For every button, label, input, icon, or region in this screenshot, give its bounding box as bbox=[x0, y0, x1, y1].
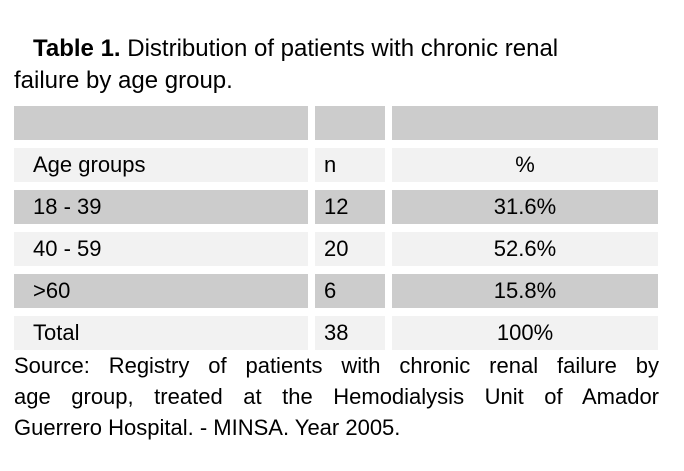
table-caption-line2: failure by age group. bbox=[14, 67, 233, 94]
table-cell-n: 12 bbox=[315, 190, 385, 224]
table-caption-text: Distribution of patients with chronic re… bbox=[127, 35, 559, 62]
data-table: Age groups n % 18 - 39 12 31.6% 40 - 59 … bbox=[14, 106, 658, 350]
spacer-cell bbox=[315, 106, 385, 140]
table-cell-n: 6 bbox=[315, 274, 385, 308]
table-cell-total-label: Total bbox=[14, 316, 308, 350]
source-note: Source: Registry of patients with chroni… bbox=[14, 350, 659, 443]
table-cell-age: 18 - 39 bbox=[14, 190, 308, 224]
table-caption-line1: Table 1. Distribution of patients with c… bbox=[14, 33, 676, 65]
column-header-percent: % bbox=[392, 148, 658, 182]
column-header-age-groups: Age groups bbox=[14, 148, 308, 182]
spacer-cell bbox=[14, 106, 308, 140]
table-cell-percent: 52.6% bbox=[392, 232, 658, 266]
table-cell-percent: 15.8% bbox=[392, 274, 658, 308]
source-note-line2: age group, treated at the Hemodialysis U… bbox=[14, 384, 659, 409]
table-cell-n: 20 bbox=[315, 232, 385, 266]
table-number: Table 1. bbox=[33, 35, 121, 62]
table-cell-age: 40 - 59 bbox=[14, 232, 308, 266]
column-header-n: n bbox=[315, 148, 385, 182]
table-cell-total-percent: 100% bbox=[392, 316, 658, 350]
spacer-cell bbox=[392, 106, 658, 140]
table-cell-total-n: 38 bbox=[315, 316, 385, 350]
source-note-line3: Guerrero Hospital. - MINSA. Year 2005. bbox=[14, 415, 401, 440]
table-cell-age: >60 bbox=[14, 274, 308, 308]
table-caption: Table 1. Distribution of patients with c… bbox=[14, 33, 676, 97]
table-cell-percent: 31.6% bbox=[392, 190, 658, 224]
source-note-line1: Source: Registry of patients with chroni… bbox=[14, 353, 659, 378]
